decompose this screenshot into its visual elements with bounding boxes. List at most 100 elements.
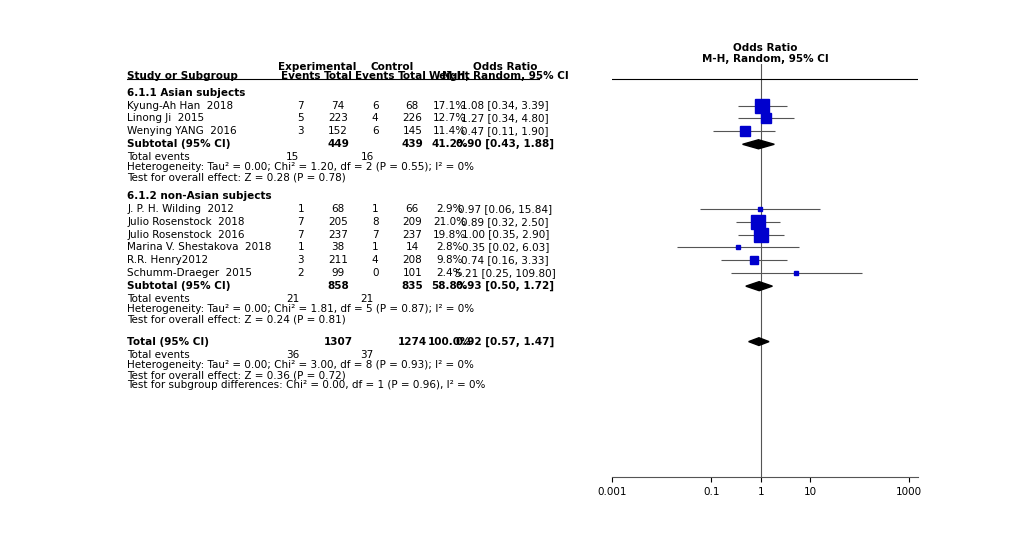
Text: Linong Ji  2015: Linong Ji 2015 xyxy=(127,114,205,123)
Text: 38: 38 xyxy=(331,242,344,252)
Text: 1: 1 xyxy=(298,242,304,252)
Text: Events: Events xyxy=(281,71,320,81)
Text: 2.4%: 2.4% xyxy=(436,268,463,278)
Text: 1: 1 xyxy=(372,242,378,252)
Text: 6.1.2 non-Asian subjects: 6.1.2 non-Asian subjects xyxy=(127,191,272,201)
Text: 237: 237 xyxy=(403,229,422,240)
Text: 14: 14 xyxy=(406,242,419,252)
Text: R.R. Henry2012: R.R. Henry2012 xyxy=(127,255,209,265)
Text: 68: 68 xyxy=(331,204,344,214)
Text: 12.7%: 12.7% xyxy=(432,114,466,123)
Text: Heterogeneity: Tau² = 0.00; Chi² = 1.20, df = 2 (P = 0.55); I² = 0%: Heterogeneity: Tau² = 0.00; Chi² = 1.20,… xyxy=(127,162,474,173)
Text: 5: 5 xyxy=(298,114,304,123)
Text: 58.8%: 58.8% xyxy=(431,281,467,291)
Text: 835: 835 xyxy=(401,281,423,291)
Text: 6.1.1 Asian subjects: 6.1.1 Asian subjects xyxy=(127,88,246,98)
Text: 37: 37 xyxy=(360,349,373,360)
Text: Events: Events xyxy=(355,71,394,81)
Text: J. P. H. Wilding  2012: J. P. H. Wilding 2012 xyxy=(127,204,234,214)
Text: 237: 237 xyxy=(328,229,347,240)
Text: 6: 6 xyxy=(372,126,378,136)
Text: Total (95% CI): Total (95% CI) xyxy=(127,337,209,347)
Text: Total events: Total events xyxy=(127,349,191,360)
Text: 41.2%: 41.2% xyxy=(431,139,468,150)
Text: Odds Ratio
M-H, Random, 95% CI: Odds Ratio M-H, Random, 95% CI xyxy=(701,43,827,64)
Text: 16: 16 xyxy=(360,152,373,162)
Text: 36: 36 xyxy=(285,349,299,360)
Text: 17.1%: 17.1% xyxy=(432,101,466,110)
Text: 226: 226 xyxy=(403,114,422,123)
Text: 9.8%: 9.8% xyxy=(436,255,463,265)
Text: 7: 7 xyxy=(372,229,378,240)
Text: 439: 439 xyxy=(401,139,423,150)
Text: 4: 4 xyxy=(372,255,378,265)
Text: Test for subgroup differences: Chi² = 0.00, df = 1 (P = 0.96), I² = 0%: Test for subgroup differences: Chi² = 0.… xyxy=(127,381,485,390)
Text: 15: 15 xyxy=(285,152,299,162)
Text: 0.47 [0.11, 1.90]: 0.47 [0.11, 1.90] xyxy=(461,126,548,136)
Text: Test for overall effect: Z = 0.24 (P = 0.81): Test for overall effect: Z = 0.24 (P = 0… xyxy=(127,315,345,325)
Text: Subtotal (95% CI): Subtotal (95% CI) xyxy=(127,139,230,150)
Text: Total events: Total events xyxy=(127,152,191,162)
Text: 5.21 [0.25, 109.80]: 5.21 [0.25, 109.80] xyxy=(454,268,555,278)
Text: Kyung-Ah Han  2018: Kyung-Ah Han 2018 xyxy=(127,101,233,110)
Polygon shape xyxy=(742,140,773,149)
Text: 11.4%: 11.4% xyxy=(432,126,466,136)
Text: 1.00 [0.35, 2.90]: 1.00 [0.35, 2.90] xyxy=(462,229,548,240)
Text: 2.9%: 2.9% xyxy=(436,204,463,214)
Polygon shape xyxy=(745,281,771,291)
Text: 21.0%: 21.0% xyxy=(433,217,466,227)
Text: Weight: Weight xyxy=(428,71,470,81)
Text: Marina V. Shestakova  2018: Marina V. Shestakova 2018 xyxy=(127,242,272,252)
Polygon shape xyxy=(748,338,768,346)
Text: 1: 1 xyxy=(372,204,378,214)
Text: 100.0%: 100.0% xyxy=(427,337,471,347)
Text: 0.92 [0.57, 1.47]: 0.92 [0.57, 1.47] xyxy=(455,337,553,347)
Text: 0.35 [0.02, 6.03]: 0.35 [0.02, 6.03] xyxy=(462,242,548,252)
Text: Total: Total xyxy=(397,71,426,81)
Text: Control: Control xyxy=(370,62,413,72)
Text: 2: 2 xyxy=(298,268,304,278)
Text: 211: 211 xyxy=(328,255,347,265)
Text: Julio Rosenstock  2018: Julio Rosenstock 2018 xyxy=(127,217,245,227)
Text: 449: 449 xyxy=(327,139,348,150)
Text: 0.97 [0.06, 15.84]: 0.97 [0.06, 15.84] xyxy=(458,204,551,214)
Text: 6: 6 xyxy=(372,101,378,110)
Text: 208: 208 xyxy=(403,255,422,265)
Text: 99: 99 xyxy=(331,268,344,278)
Text: 3: 3 xyxy=(298,126,304,136)
Text: 4: 4 xyxy=(372,114,378,123)
Text: Julio Rosenstock  2016: Julio Rosenstock 2016 xyxy=(127,229,245,240)
Text: 1274: 1274 xyxy=(397,337,427,347)
Text: 223: 223 xyxy=(328,114,347,123)
Text: 21: 21 xyxy=(360,294,373,304)
Text: 0.74 [0.16, 3.33]: 0.74 [0.16, 3.33] xyxy=(461,255,548,265)
Text: 2.8%: 2.8% xyxy=(436,242,463,252)
Text: 0.90 [0.43, 1.88]: 0.90 [0.43, 1.88] xyxy=(455,139,553,150)
Text: 0.93 [0.50, 1.72]: 0.93 [0.50, 1.72] xyxy=(455,281,553,291)
Text: 7: 7 xyxy=(298,229,304,240)
Text: 74: 74 xyxy=(331,101,344,110)
Text: 152: 152 xyxy=(328,126,347,136)
Text: Test for overall effect: Z = 0.36 (P = 0.72): Test for overall effect: Z = 0.36 (P = 0… xyxy=(127,370,345,380)
Text: Study or Subgroup: Study or Subgroup xyxy=(127,71,238,81)
Text: 1.08 [0.34, 3.39]: 1.08 [0.34, 3.39] xyxy=(461,101,548,110)
Text: Experimental: Experimental xyxy=(278,62,357,72)
Text: 1.27 [0.34, 4.80]: 1.27 [0.34, 4.80] xyxy=(461,114,548,123)
Text: Heterogeneity: Tau² = 0.00; Chi² = 3.00, df = 8 (P = 0.93); I² = 0%: Heterogeneity: Tau² = 0.00; Chi² = 3.00,… xyxy=(127,360,474,370)
Text: 1: 1 xyxy=(298,204,304,214)
Text: 858: 858 xyxy=(327,281,348,291)
Text: Test for overall effect: Z = 0.28 (P = 0.78): Test for overall effect: Z = 0.28 (P = 0… xyxy=(127,173,345,183)
Text: 7: 7 xyxy=(298,101,304,110)
Text: Schumm-Draeger  2015: Schumm-Draeger 2015 xyxy=(127,268,253,278)
Text: 1307: 1307 xyxy=(323,337,353,347)
Text: M-H, Random, 95% CI: M-H, Random, 95% CI xyxy=(441,71,568,81)
Text: 21: 21 xyxy=(285,294,299,304)
Text: Wenying YANG  2016: Wenying YANG 2016 xyxy=(127,126,236,136)
Text: Odds Ratio: Odds Ratio xyxy=(473,62,537,72)
Text: Total events: Total events xyxy=(127,294,191,304)
Text: 145: 145 xyxy=(403,126,422,136)
Text: Total: Total xyxy=(323,71,353,81)
Text: 3: 3 xyxy=(298,255,304,265)
Text: 8: 8 xyxy=(372,217,378,227)
Text: 7: 7 xyxy=(298,217,304,227)
